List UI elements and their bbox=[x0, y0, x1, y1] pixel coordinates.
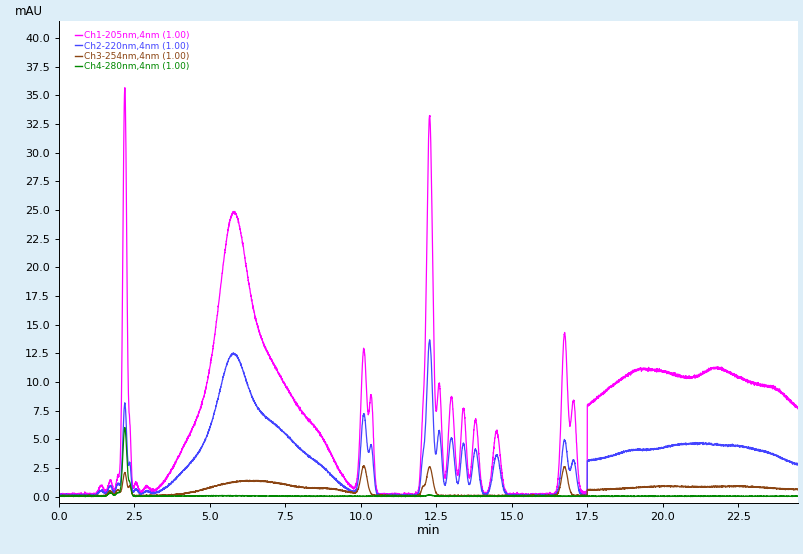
Ch3-254nm,4nm (1.00) bbox=[332, 486, 342, 493]
Ch4-280nm,4nm (1.00) bbox=[607, 494, 617, 500]
X-axis label: min: min bbox=[417, 525, 440, 537]
Ch3-254nm,4nm (1.00) bbox=[226, 479, 235, 486]
Ch3-254nm,4nm (1.00) bbox=[234, 478, 243, 485]
Ch1-205nm,4nm (1.00) bbox=[787, 399, 797, 406]
Text: mAU: mAU bbox=[14, 6, 43, 18]
Ch2-220nm,4nm (1.00) bbox=[332, 478, 342, 484]
Legend: Ch1-205nm,4nm (1.00), Ch2-220nm,4nm (1.00), Ch3-254nm,4nm (1.00), Ch4-280nm,4nm : Ch1-205nm,4nm (1.00), Ch2-220nm,4nm (1.0… bbox=[71, 28, 194, 75]
Line: Ch1-205nm,4nm (1.00): Ch1-205nm,4nm (1.00) bbox=[59, 88, 797, 497]
Ch3-254nm,4nm (1.00) bbox=[787, 486, 797, 493]
Ch3-254nm,4nm (1.00) bbox=[385, 493, 395, 499]
Ch4-280nm,4nm (1.00) bbox=[234, 493, 243, 499]
Ch3-254nm,4nm (1.00) bbox=[793, 486, 802, 493]
Ch4-280nm,4nm (1.00) bbox=[332, 493, 342, 500]
Line: Ch4-280nm,4nm (1.00): Ch4-280nm,4nm (1.00) bbox=[59, 428, 797, 497]
Line: Ch3-254nm,4nm (1.00): Ch3-254nm,4nm (1.00) bbox=[59, 466, 797, 497]
Ch1-205nm,4nm (1.00) bbox=[120, 84, 129, 91]
Ch2-220nm,4nm (1.00) bbox=[424, 336, 434, 343]
Ch4-280nm,4nm (1.00) bbox=[230, 493, 239, 499]
Ch2-220nm,4nm (1.00) bbox=[793, 461, 802, 468]
Ch2-220nm,4nm (1.00) bbox=[54, 493, 63, 499]
Ch1-205nm,4nm (1.00) bbox=[793, 406, 802, 412]
Ch1-205nm,4nm (1.00) bbox=[332, 465, 342, 472]
Ch4-280nm,4nm (1.00) bbox=[226, 493, 235, 499]
Ch3-254nm,4nm (1.00) bbox=[443, 494, 453, 500]
Ch4-280nm,4nm (1.00) bbox=[385, 493, 395, 500]
Ch2-220nm,4nm (1.00) bbox=[787, 461, 797, 468]
Ch2-220nm,4nm (1.00) bbox=[230, 351, 239, 357]
Ch4-280nm,4nm (1.00) bbox=[787, 493, 797, 500]
Ch2-220nm,4nm (1.00) bbox=[226, 352, 235, 359]
Ch1-205nm,4nm (1.00) bbox=[87, 494, 96, 500]
Ch1-205nm,4nm (1.00) bbox=[54, 491, 63, 497]
Ch4-280nm,4nm (1.00) bbox=[793, 493, 802, 500]
Ch2-220nm,4nm (1.00) bbox=[385, 491, 394, 497]
Ch3-254nm,4nm (1.00) bbox=[54, 492, 63, 499]
Ch2-220nm,4nm (1.00) bbox=[234, 356, 243, 363]
Ch2-220nm,4nm (1.00) bbox=[518, 494, 528, 500]
Ch4-280nm,4nm (1.00) bbox=[54, 493, 63, 500]
Ch1-205nm,4nm (1.00) bbox=[234, 219, 243, 225]
Ch3-254nm,4nm (1.00) bbox=[230, 478, 239, 485]
Ch1-205nm,4nm (1.00) bbox=[230, 211, 239, 217]
Ch1-205nm,4nm (1.00) bbox=[226, 214, 235, 220]
Ch3-254nm,4nm (1.00) bbox=[358, 463, 368, 469]
Ch1-205nm,4nm (1.00) bbox=[385, 492, 395, 499]
Ch4-280nm,4nm (1.00) bbox=[120, 424, 129, 431]
Line: Ch2-220nm,4nm (1.00): Ch2-220nm,4nm (1.00) bbox=[59, 340, 797, 497]
